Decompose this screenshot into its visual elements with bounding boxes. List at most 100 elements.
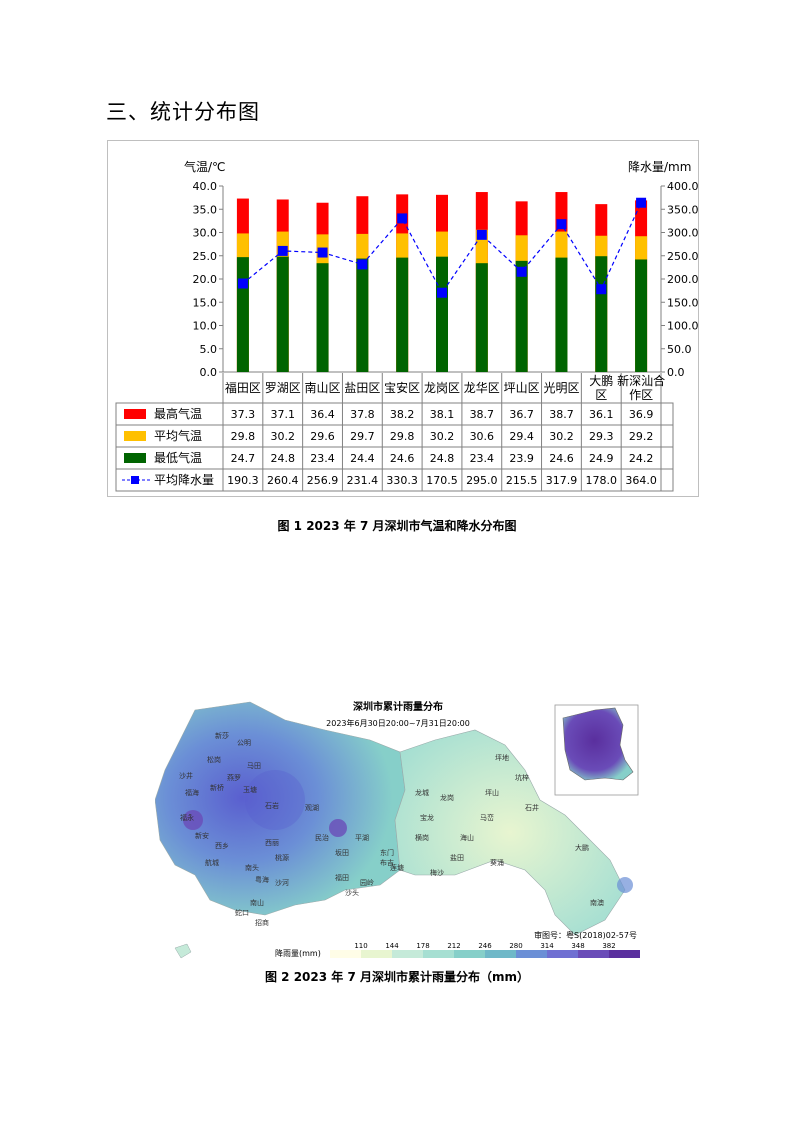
table-value: 190.3 (227, 474, 259, 487)
map-legend-swatch (392, 950, 423, 958)
table-value: 29.2 (629, 430, 654, 443)
rain-line (242, 202, 642, 294)
x-category-label: 作区 (629, 388, 653, 402)
y-right-tick-label: 100.0 (667, 320, 698, 333)
map-legend-swatch (609, 950, 640, 958)
map-place-name: 海山 (460, 833, 474, 842)
table-value: 24.7 (231, 452, 256, 465)
map-place-name: 航城 (205, 858, 219, 867)
table-value: 24.6 (390, 452, 415, 465)
map-place-name: 福海 (185, 788, 199, 797)
table-value: 38.1 (430, 408, 455, 421)
map-place-name: 坪山 (485, 788, 499, 797)
table-value: 37.1 (270, 408, 295, 421)
y-right-tick-label: 350.0 (667, 203, 698, 216)
map-legend-tick: 144 (385, 942, 399, 950)
map-place-name: 坂田 (335, 848, 349, 857)
table-value: 38.7 (549, 408, 574, 421)
map-place-name: 新安 (195, 831, 209, 840)
table-value: 36.1 (589, 408, 614, 421)
table-value: 24.4 (350, 452, 375, 465)
map-place-name: 盐田 (450, 853, 464, 862)
map-place-name: 沙头 (345, 888, 359, 897)
map-place-name: 观湖 (305, 803, 319, 812)
map-place-name: 龙岗 (440, 793, 454, 802)
map-place-name: 南头 (245, 863, 259, 872)
map-place-name: 横岗 (415, 833, 429, 842)
rain-point (317, 247, 328, 258)
map-place-name: 沙河 (275, 879, 289, 887)
x-category-label: 新深汕合 (617, 373, 665, 388)
map-place-name: 玉塘 (243, 785, 257, 794)
map-legend-tick: 178 (416, 942, 429, 950)
y-left-tick-label: 35.0 (193, 203, 218, 216)
table-value: 36.4 (310, 408, 335, 421)
map-svg: 深圳市累计雨量分布 2023年6月30日20:00~7月31日20:00 新莎公… (155, 700, 640, 959)
map-legend-swatch (547, 950, 578, 958)
y-left-tick-label: 15.0 (193, 296, 218, 309)
figure2-caption: 图 2 2023 年 7 月深圳市累计雨量分布（mm） (265, 970, 529, 984)
map-place-name: 松岗 (207, 755, 221, 764)
bar-min-temp (396, 257, 409, 372)
map-approval: 审图号：粤S(2018)02-57号 (534, 930, 637, 940)
rain-point (277, 245, 288, 256)
table-value: 24.2 (629, 452, 654, 465)
map-place-name: 公明 (237, 739, 251, 747)
table-value: 29.4 (509, 430, 534, 443)
bar-min-temp (515, 260, 528, 372)
map-place-name: 招商 (255, 918, 269, 927)
table-value: 24.8 (430, 452, 455, 465)
map-west-region (155, 701, 406, 916)
table-value: 231.4 (347, 474, 379, 487)
map-place-name: 布吉 (380, 858, 394, 867)
map-place-name: 坪地 (495, 753, 509, 762)
map-place-name: 龙城 (415, 788, 429, 797)
legend-swatch (124, 409, 146, 419)
legend-swatch (124, 453, 146, 463)
map-place-name: 西乡 (215, 842, 229, 850)
y-left-tick-label: 25.0 (193, 250, 218, 263)
legend-label: 平均降水量 (154, 473, 214, 487)
y-left-tick-label: 40.0 (193, 180, 218, 193)
rain-point (596, 284, 607, 295)
map-legend-swatch (361, 950, 392, 958)
map-place-name: 梅沙 (430, 868, 444, 877)
y-right-tick-label: 250.0 (667, 250, 698, 263)
table-value: 30.2 (549, 430, 574, 443)
map-title: 深圳市累计雨量分布 (353, 700, 443, 713)
chart-svg: 40.0 35.0 30.0 25.0 20.0 15.0 10.0 5.0 0.0 400.0 3… (115, 159, 698, 492)
x-category-label: 坪山区 (504, 381, 540, 395)
x-category-label: 龙华区 (464, 381, 500, 395)
table-value: 29.7 (350, 430, 375, 443)
section-title: 三、统计分布图 (106, 100, 260, 124)
x-category-label: 盐田区 (344, 381, 380, 395)
table-value: 29.8 (390, 430, 415, 443)
x-category-label: 区 (595, 388, 607, 402)
bar-min-temp (236, 257, 249, 372)
map-legend-swatch (423, 950, 454, 958)
map-place-name: 南澳 (590, 898, 604, 907)
table-value: 170.5 (426, 474, 458, 487)
bar-min-temp (276, 256, 289, 372)
table-value: 29.6 (310, 430, 335, 443)
bar-min-temp (436, 256, 448, 372)
table-value: 23.4 (470, 452, 495, 465)
bar-min-temp (635, 259, 648, 372)
table-value: 178.0 (586, 474, 618, 487)
legend-swatch-marker (131, 476, 139, 484)
rain-point (516, 266, 527, 277)
map-place-name: 民治 (315, 833, 329, 842)
table-value: 30.6 (470, 430, 495, 443)
y-right-tick-label: 0.0 (667, 366, 685, 379)
table-value: 30.2 (430, 430, 455, 443)
x-category-label: 宝安区 (384, 380, 420, 395)
map-place-name: 坑梓 (515, 773, 529, 782)
table-value: 36.7 (509, 408, 534, 421)
table-value: 29.3 (589, 430, 614, 443)
table-value: 330.3 (386, 474, 418, 487)
table-value: 37.3 (231, 408, 256, 421)
map-place-name: 福田 (335, 873, 349, 882)
map-legend-swatch (516, 950, 547, 958)
rain-point (237, 278, 248, 289)
rain-point (397, 213, 408, 224)
